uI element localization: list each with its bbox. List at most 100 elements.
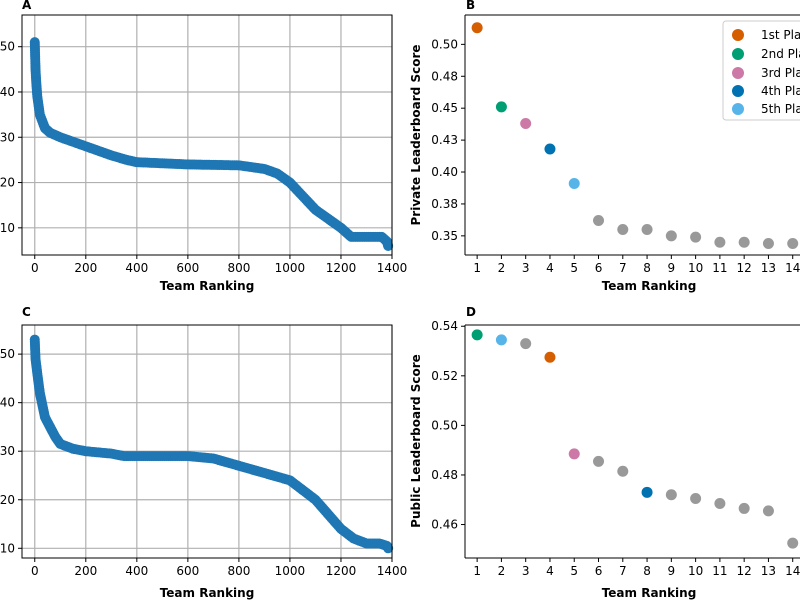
panel-d-xtick-label: 8 — [643, 564, 651, 578]
panel-b-ytick-label: 0.50 — [431, 37, 458, 51]
panel-d: D 1 2 3 4 5 6 7 8 9 10 11 12 13 140.460.480.500.520.5… — [409, 305, 800, 600]
panel-a-points — [29, 37, 394, 251]
panel-d-ytick-label: 0.48 — [431, 468, 458, 482]
panel-c-ytick-label: 50 — [0, 347, 15, 361]
panel-b-ylabel: Private Leaderboard Score — [409, 44, 423, 225]
panel-b-ticks: 1 2 3 4 5 6 7 8 9 10 11 12 13 140.350.380.400.430.450… — [431, 37, 800, 275]
panel-d-point-other — [714, 497, 726, 509]
panel-b-xtick-label: 11 — [712, 261, 727, 275]
panel-b-point-place-2 — [495, 101, 507, 113]
panel-d-xtick-label: 1 — [473, 564, 481, 578]
panel-b: B 1 2 3 4 5 6 7 8 9 10 11 12 13 140.350.380.400.430.4… — [409, 0, 800, 293]
legend-marker-2nd — [732, 48, 744, 60]
panel-b-xtick-label: 6 — [595, 261, 603, 275]
panel-a-xtick-label: 600 — [176, 261, 199, 275]
panel-b-xlabel: Team Ranking — [602, 279, 697, 293]
panel-c-xlabel: Team Ranking — [160, 586, 255, 600]
panel-b-point-other — [787, 238, 799, 250]
panel-b-point-place-3 — [520, 118, 532, 130]
panel-d-point-place-1 — [544, 351, 556, 363]
panel-d-point-other — [593, 455, 605, 467]
panel-d-xtick-label: 12 — [737, 564, 752, 578]
panel-d-point-place-4 — [641, 486, 653, 498]
legend-label-3rd: 3rd Place — [761, 66, 800, 80]
panel-b-xtick-label: 8 — [643, 261, 651, 275]
panel-c-xtick-label: 0 — [31, 564, 39, 578]
panel-d-xlabel: Team Ranking — [602, 586, 697, 600]
panel-a: A 0 200 400 600 800 1000 1200 1400 10 20 30 40 50 Te… — [0, 0, 407, 293]
panel-d-point-other — [617, 465, 629, 477]
legend-label-2nd: 2nd Place — [761, 47, 800, 61]
panel-b-xtick-label: 12 — [737, 261, 752, 275]
panel-c-letter: C — [22, 305, 31, 319]
legend-marker-4th — [732, 85, 744, 97]
panel-b-legend: 1st Place 2nd Place 3rd Place 4th Place … — [722, 20, 800, 121]
panel-d-points — [471, 329, 799, 549]
panel-b-ytick-label: 0.45 — [431, 101, 458, 115]
panel-a-ytick-label: 10 — [0, 221, 15, 235]
panel-b-point-other — [762, 238, 774, 250]
panel-d-point-other — [762, 505, 774, 517]
panel-d-point-other — [520, 338, 532, 350]
panel-b-xtick-label: 14 — [785, 261, 800, 275]
panel-d-point-place-2 — [471, 329, 483, 341]
panel-d-point-place-3 — [568, 448, 580, 460]
panel-d-ytick-label: 0.46 — [431, 518, 458, 532]
panel-a-letter: A — [22, 0, 32, 12]
panel-c-xtick-label: 1200 — [326, 564, 357, 578]
panel-c-grid — [22, 325, 393, 558]
legend-label-1st: 1st Place — [761, 28, 800, 42]
legend-label-5th: 5th Place — [761, 102, 800, 116]
panel-a-ytick-label: 50 — [0, 40, 15, 54]
panel-b-xtick-label: 10 — [688, 261, 703, 275]
panel-d-ticks: 1 2 3 4 5 6 7 8 9 10 11 12 13 140.460.480.500.520.54 — [431, 319, 800, 578]
panel-a-xtick-label: 1200 — [326, 261, 357, 275]
panel-d-point-other — [738, 502, 750, 514]
panel-d-xtick-label: 2 — [498, 564, 506, 578]
panel-b-point-other — [738, 236, 750, 248]
panel-b-xtick-label: 9 — [668, 261, 676, 275]
panel-b-ytick-label: 0.43 — [431, 133, 458, 147]
panel-b-xtick-label: 5 — [570, 261, 578, 275]
panel-b-point-other — [714, 236, 726, 248]
panel-d-letter: D — [466, 305, 476, 319]
panel-b-letter: B — [466, 0, 475, 12]
panel-b-ytick-label: 0.38 — [431, 197, 458, 211]
panel-a-xtick-label: 200 — [74, 261, 97, 275]
panel-c-ytick-label: 10 — [0, 541, 15, 555]
panel-b-xtick-label: 2 — [498, 261, 506, 275]
panel-b-point-other — [641, 223, 653, 235]
panel-b-ytick-label: 0.40 — [431, 165, 458, 179]
panel-a-ticks: 0 200 400 600 800 1000 1200 1400 10 20 30 40 50 — [0, 40, 407, 275]
panel-c-xtick-label: 1400 — [377, 564, 408, 578]
panel-d-xtick-label: 14 — [785, 564, 800, 578]
panel-d-ytick-label: 0.54 — [431, 319, 458, 333]
panel-b-ytick-label: 0.48 — [431, 69, 458, 83]
panel-b-points — [471, 22, 799, 250]
panel-c-xtick-label: 200 — [74, 564, 97, 578]
panel-b-point-other — [690, 231, 702, 243]
panel-a-ytick-label: 40 — [0, 85, 15, 99]
panel-c-ticks: 0 200 400 600 800 1000 1200 1400 10 20 30 40 50 — [0, 347, 407, 578]
panel-b-point-other — [665, 230, 677, 242]
panel-d-xtick-label: 9 — [668, 564, 676, 578]
panel-d-xtick-label: 11 — [712, 564, 727, 578]
panel-c-points — [29, 334, 394, 554]
legend-marker-1st — [732, 29, 744, 41]
panel-c-ytick-label: 30 — [0, 444, 15, 458]
panel-c-frame — [21, 324, 393, 559]
panel-b-point-place-4 — [544, 143, 556, 155]
panel-a-ytick-label: 20 — [0, 176, 15, 190]
panel-c: C 0 200 400 600 800 1000 1200 1400 10 20 30 40 50 Te… — [0, 305, 407, 600]
panel-a-xtick-label: 400 — [125, 261, 148, 275]
panel-d-ylabel: Public Leaderboard Score — [409, 354, 423, 528]
panel-d-point-place-5 — [495, 334, 507, 346]
panel-d-point-other — [665, 489, 677, 501]
panel-c-xtick-label: 800 — [227, 564, 250, 578]
panel-d-ytick-label: 0.50 — [431, 418, 458, 432]
panel-a-grid — [22, 15, 393, 255]
panel-b-xtick-label: 4 — [546, 261, 554, 275]
panel-b-point-place-1 — [471, 22, 483, 34]
panel-c-ytick-label: 20 — [0, 493, 15, 507]
